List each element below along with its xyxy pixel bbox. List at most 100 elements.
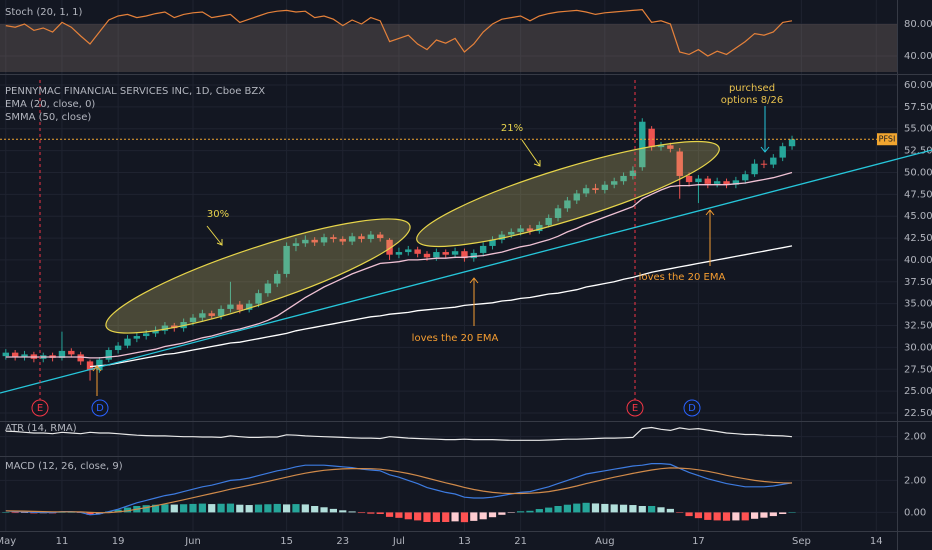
y-tick-label: 80.00 bbox=[904, 19, 932, 30]
price-label: PFSI bbox=[879, 135, 896, 144]
histogram-bar bbox=[788, 512, 796, 513]
event-marker[interactable] bbox=[626, 399, 644, 417]
candle-body bbox=[526, 228, 534, 232]
candle-body bbox=[395, 252, 403, 255]
candle-body bbox=[536, 224, 543, 232]
pane-title: ATR (14, RMA) bbox=[5, 423, 77, 434]
histogram-bar bbox=[208, 504, 216, 513]
candle-body bbox=[77, 354, 84, 362]
histogram-bar bbox=[367, 512, 375, 514]
arrow bbox=[760, 106, 770, 153]
candle-body bbox=[433, 252, 440, 258]
x-tick-label: Jul bbox=[392, 536, 405, 547]
histogram-bar bbox=[582, 502, 590, 513]
y-tick-label: 0.00 bbox=[904, 507, 926, 518]
histogram-bar bbox=[732, 512, 740, 521]
histogram-bar bbox=[114, 509, 122, 513]
y-tick-label: 27.50 bbox=[904, 364, 932, 375]
candle-body bbox=[114, 345, 122, 351]
candle-body bbox=[189, 317, 197, 323]
histogram-bar bbox=[67, 512, 75, 513]
histogram-bar bbox=[610, 504, 618, 513]
candle-body bbox=[124, 338, 131, 346]
candle-body bbox=[470, 252, 477, 259]
candle-body bbox=[611, 181, 618, 185]
line bbox=[5, 171, 793, 359]
legend-entry: EMA (20, close, 0) bbox=[5, 99, 95, 110]
candle-body bbox=[685, 175, 693, 183]
candle-body bbox=[760, 163, 768, 165]
event-marker[interactable] bbox=[31, 399, 49, 417]
histogram-bar bbox=[11, 512, 19, 514]
x-tick-label: 21 bbox=[514, 536, 527, 547]
histogram-bar bbox=[151, 504, 160, 513]
candle-body bbox=[751, 163, 758, 175]
arrow bbox=[92, 365, 102, 396]
histogram-bar bbox=[20, 512, 29, 513]
histogram-bar bbox=[283, 504, 291, 513]
candle-body bbox=[414, 249, 421, 254]
candle-body bbox=[423, 253, 431, 258]
candle-body bbox=[311, 239, 318, 243]
histogram-bar bbox=[423, 512, 431, 522]
candle-body bbox=[442, 252, 449, 255]
candle-body bbox=[695, 178, 702, 183]
histogram-bar bbox=[507, 512, 515, 513]
pane-title: PENNYMAC FINANCIAL SERVICES INC, 1D, Cbo… bbox=[5, 86, 265, 97]
histogram-bar bbox=[648, 506, 656, 513]
histogram-bar bbox=[292, 504, 300, 513]
histogram-bar bbox=[460, 512, 469, 523]
event-label: D bbox=[688, 403, 696, 414]
histogram-bar bbox=[769, 512, 777, 517]
histogram-bar bbox=[170, 504, 178, 513]
candle-body bbox=[274, 273, 281, 284]
histogram-bar bbox=[741, 512, 749, 521]
event-label: D bbox=[96, 403, 104, 414]
x-tick-label: 11 bbox=[56, 536, 69, 547]
histogram-bar bbox=[685, 512, 693, 517]
line bbox=[5, 8, 793, 57]
candle-body bbox=[545, 217, 552, 225]
candle-body bbox=[405, 249, 412, 253]
histogram-bar bbox=[385, 512, 394, 517]
histogram-bar bbox=[470, 512, 478, 521]
histogram-bar bbox=[189, 503, 197, 513]
candle-body bbox=[639, 121, 646, 168]
candle-body bbox=[68, 350, 75, 355]
candle-body bbox=[723, 181, 730, 185]
histogram-bar bbox=[414, 512, 422, 521]
histogram-bar bbox=[713, 512, 721, 521]
candle-body bbox=[143, 333, 150, 337]
candle-body bbox=[171, 325, 178, 329]
highlight-ellipse bbox=[416, 140, 720, 248]
y-tick-label: 40.00 bbox=[904, 51, 932, 62]
candle-body bbox=[161, 325, 169, 331]
histogram-bar bbox=[666, 508, 674, 513]
event-marker[interactable] bbox=[91, 399, 109, 417]
y-tick-label: 52.50 bbox=[904, 146, 932, 157]
histogram-bar bbox=[180, 504, 188, 513]
event-label: E bbox=[37, 403, 43, 414]
candle-body bbox=[105, 350, 112, 360]
candle-body bbox=[592, 188, 599, 190]
event-label: E bbox=[632, 403, 638, 414]
histogram-bar bbox=[526, 510, 534, 513]
candle-body bbox=[377, 234, 384, 239]
x-tick-label: 23 bbox=[336, 536, 349, 547]
candle-body bbox=[573, 193, 580, 201]
histogram-bar bbox=[86, 512, 94, 515]
histogram-bar bbox=[198, 503, 206, 513]
histogram-bar bbox=[264, 504, 272, 513]
histogram-bar bbox=[554, 506, 562, 513]
drawings bbox=[0, 80, 932, 417]
candle-body bbox=[302, 239, 309, 244]
histogram-bar bbox=[404, 512, 412, 520]
event-marker[interactable] bbox=[683, 399, 701, 417]
candle-body bbox=[96, 359, 103, 371]
y-tick-label: 2.00 bbox=[904, 432, 926, 443]
histogram-bar bbox=[395, 512, 403, 518]
candle-body bbox=[742, 174, 749, 181]
